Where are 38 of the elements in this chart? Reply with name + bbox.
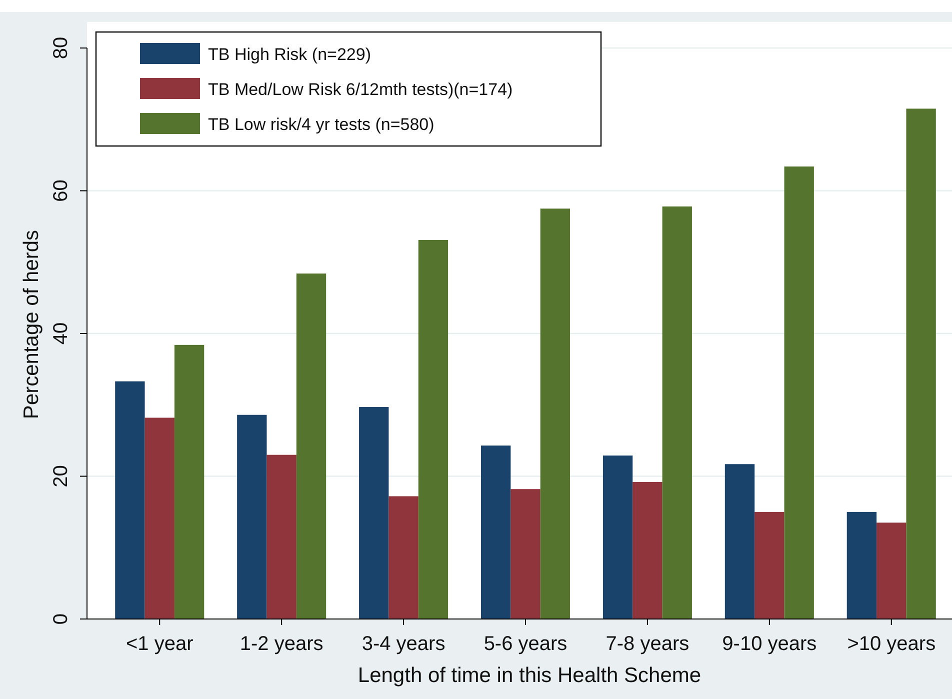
bar [784, 166, 814, 619]
bar [510, 489, 540, 619]
bar [754, 512, 784, 619]
y-axis-title: Percentage of herds [20, 230, 43, 420]
bar [602, 456, 633, 619]
y-tick-label: 20 [50, 465, 72, 488]
x-axis-title: Length of time in this Health Scheme [358, 664, 702, 687]
legend-label: TB Med/Low Risk 6/12mth tests)(n=174) [208, 80, 513, 99]
bar [480, 446, 511, 619]
bar [540, 208, 570, 619]
x-tick-label: 7-8 years [606, 633, 690, 655]
x-tick-label: 9-10 years [722, 633, 817, 655]
legend-label: TB Low risk/4 yr tests (n=580) [208, 115, 434, 134]
x-tick-label: 5-6 years [484, 633, 568, 655]
bar [388, 496, 418, 619]
bar [115, 381, 145, 619]
bar [237, 414, 267, 619]
bar [174, 344, 204, 619]
x-tick-label: >10 years [847, 633, 936, 655]
bar [876, 522, 906, 619]
bar [418, 240, 448, 619]
x-tick-label: 1-2 years [240, 633, 324, 655]
bar [359, 407, 389, 619]
bar [266, 454, 296, 619]
bar [632, 482, 662, 619]
bar [846, 512, 877, 619]
bar [296, 274, 326, 619]
bar [662, 206, 692, 619]
legend-label: TB High Risk (n=229) [208, 45, 371, 64]
y-tick-label: 80 [50, 36, 72, 60]
y-tick-label: 0 [50, 613, 72, 625]
bar [724, 464, 755, 619]
x-tick-label: <1 year [126, 633, 194, 655]
y-tick-label: 40 [50, 322, 72, 345]
bar [144, 418, 174, 619]
bar [906, 108, 936, 619]
x-tick-label: 3-4 years [362, 633, 446, 655]
y-tick-label: 60 [50, 180, 72, 202]
